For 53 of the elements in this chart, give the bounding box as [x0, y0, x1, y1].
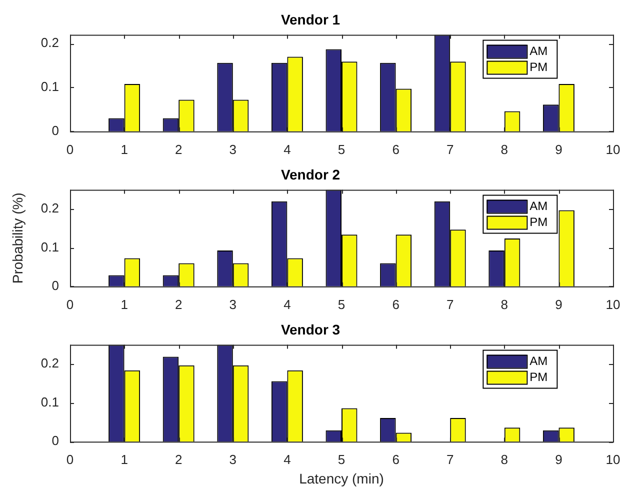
x-tick-label: 4	[284, 142, 291, 157]
legend-label: AM	[530, 354, 548, 368]
x-tick-label: 1	[120, 296, 128, 312]
x-tick-label: 6	[392, 452, 400, 467]
x-tick-label: 3	[229, 296, 237, 312]
x-tick-label: 8	[500, 296, 508, 312]
y-axis-title: Probability (%)	[9, 192, 26, 284]
x-axis-title: Latency (min)	[299, 470, 384, 486]
x-tick-label: 7	[446, 296, 454, 312]
x-tick-label: 9	[555, 452, 562, 467]
x-tick-label: 2	[174, 452, 182, 467]
x-tick-label: 0	[66, 142, 74, 157]
x-tick-label: 4	[284, 296, 291, 312]
x-tick-label: 0	[66, 452, 74, 467]
y-tick-label: 0	[52, 122, 59, 138]
x-tick-label: 10	[606, 142, 620, 157]
y-tick-label: 0.1	[40, 79, 59, 94]
x-tick-label: 9	[555, 142, 562, 157]
y-tick-label: 0.2	[40, 35, 59, 50]
x-tick-label: 4	[284, 452, 291, 467]
legend-label: AM	[530, 44, 548, 58]
chart-title: Vendor 1	[280, 11, 340, 28]
x-tick-label: 1	[120, 452, 128, 467]
x-tick-label: 0	[66, 296, 74, 312]
x-tick-label: 9	[555, 296, 562, 312]
x-tick-label: 5	[338, 452, 346, 467]
y-tick-label: 0.1	[40, 394, 59, 410]
x-tick-label: 6	[392, 296, 400, 312]
x-tick-label: 7	[446, 452, 454, 467]
x-tick-label: 5	[338, 296, 346, 312]
x-tick-label: 10	[606, 452, 620, 467]
x-tick-label: 2	[174, 142, 182, 157]
x-tick-label: 8	[500, 452, 508, 467]
x-tick-label: 8	[500, 142, 508, 157]
x-tick-label: 7	[446, 142, 454, 157]
x-tick-label: 2	[174, 296, 182, 312]
chart-title: Vendor 2	[280, 166, 340, 182]
legend-label: PM	[530, 60, 548, 74]
x-tick-label: 10	[606, 296, 620, 312]
y-tick-label: 0	[52, 278, 59, 293]
chart-title: Vendor 3	[280, 321, 340, 338]
x-tick-label: 3	[229, 142, 237, 157]
x-tick-label: 1	[120, 142, 128, 157]
x-tick-label: 5	[338, 142, 346, 157]
legend-label: AM	[530, 199, 548, 214]
x-tick-label: 6	[392, 142, 400, 157]
y-tick-label: 0.2	[40, 356, 59, 371]
y-tick-label: 0.2	[40, 200, 59, 216]
y-tick-label: 0.1	[40, 239, 59, 254]
legend-label: PM	[530, 215, 548, 230]
legend-label: PM	[530, 370, 548, 384]
x-tick-label: 3	[229, 452, 237, 467]
y-tick-label: 0	[52, 433, 59, 448]
